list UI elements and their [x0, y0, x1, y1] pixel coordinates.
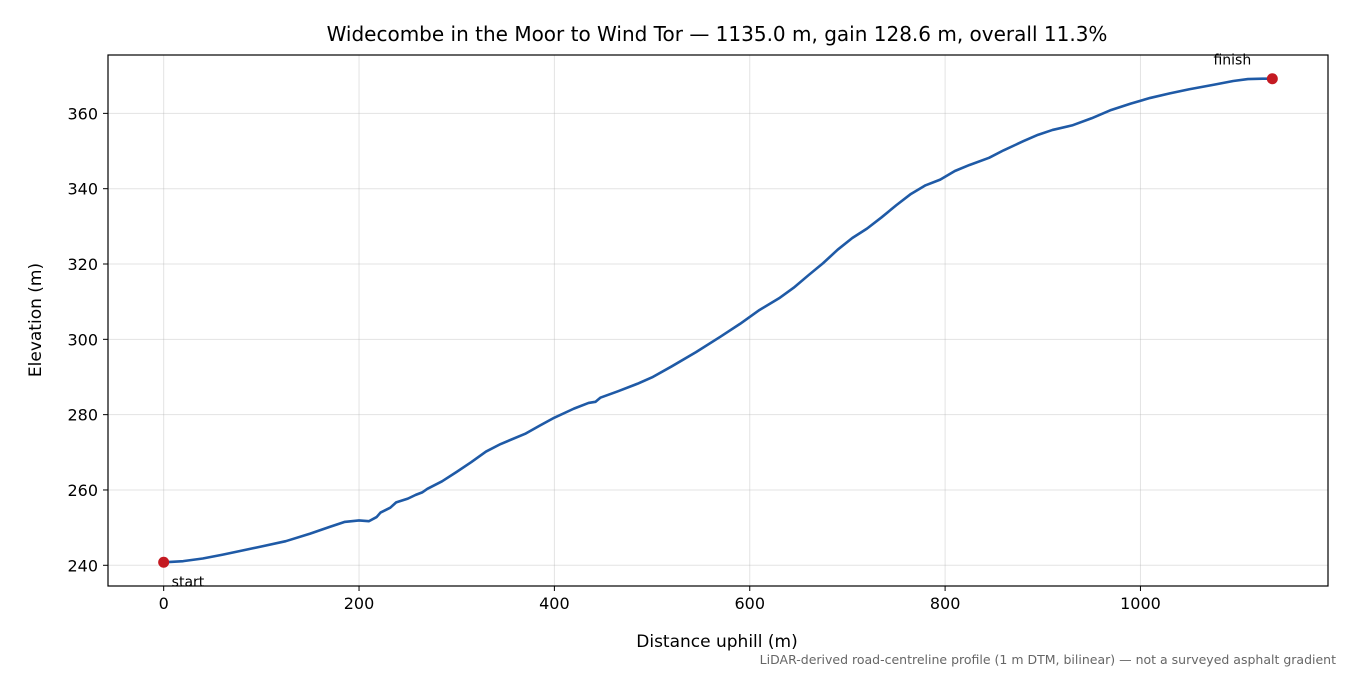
finish-marker [1266, 73, 1278, 85]
chart-footnote: LiDAR-derived road-centreline profile (1… [760, 652, 1336, 667]
x-tick-label: 800 [930, 594, 961, 613]
y-tick-label: 260 [67, 481, 98, 500]
x-axis-label: Distance uphill (m) [636, 632, 797, 652]
marker-layer: start finish [158, 53, 1278, 590]
y-tick-label: 320 [67, 255, 98, 274]
x-tick-label: 1000 [1120, 594, 1161, 613]
y-tick-label: 280 [67, 406, 98, 425]
chart-title: Widecombe in the Moor to Wind Tor — 1135… [327, 22, 1108, 46]
grid-lines [108, 55, 1328, 586]
x-tick-label: 200 [344, 594, 375, 613]
x-axis-ticks: 0 200 400 600 800 1000 [159, 586, 1161, 613]
y-tick-label: 240 [67, 556, 98, 575]
start-label: start [172, 574, 205, 590]
y-tick-label: 300 [67, 330, 98, 349]
y-tick-label: 340 [67, 180, 98, 199]
finish-label: finish [1213, 53, 1251, 69]
y-axis-ticks: 240 260 280 300 320 340 360 [67, 104, 108, 575]
y-tick-label: 360 [67, 104, 98, 123]
x-tick-label: 400 [539, 594, 570, 613]
start-marker [158, 556, 170, 568]
series-layer [162, 77, 1274, 564]
elevation-profile-line [162, 77, 1274, 564]
x-tick-label: 600 [734, 594, 765, 613]
y-axis-label: Elevation (m) [26, 263, 46, 377]
x-tick-label: 0 [159, 594, 169, 613]
plot-frame [107, 54, 1329, 587]
